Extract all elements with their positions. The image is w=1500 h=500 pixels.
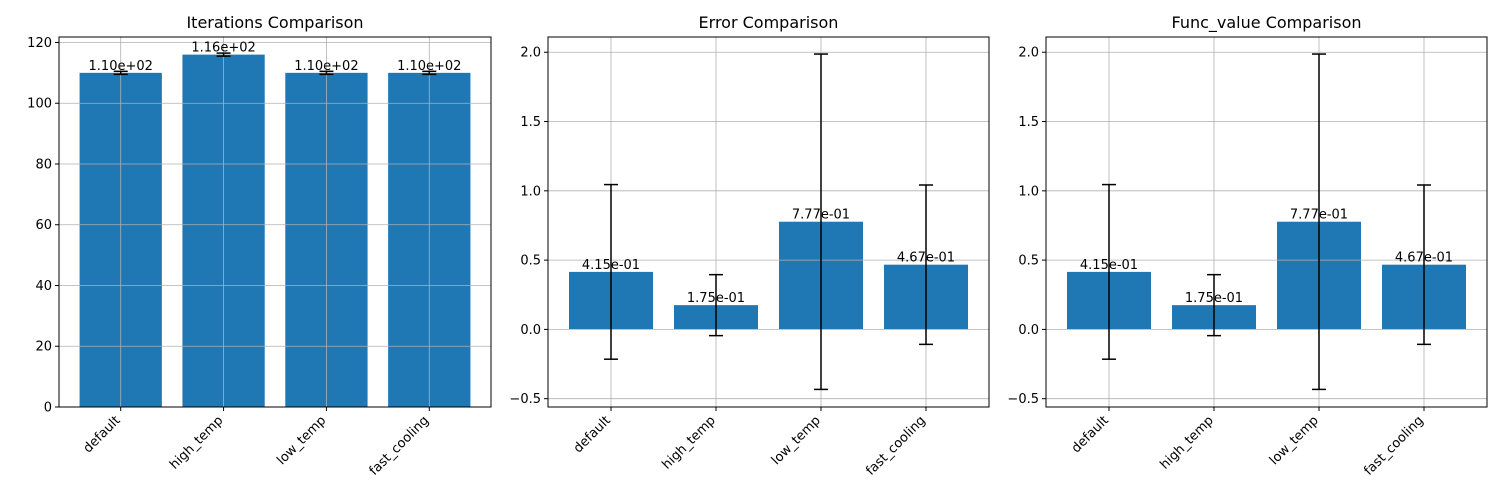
y-tick-label: 20	[35, 340, 52, 355]
y-tick-label: 0.0	[520, 323, 541, 338]
chart-title: Error Comparison	[699, 13, 839, 32]
x-tick-label: low_temp	[769, 413, 824, 468]
data-label: 7.77e-01	[1290, 208, 1348, 223]
data-label: 4.67e-01	[897, 251, 955, 266]
chart-panel-3: 4.15e-01 1.75e-01 7.77e-01 4.67e-01 −0.5 0.0 0…	[1007, 13, 1488, 479]
errorbar-high_temp	[1207, 273, 1221, 337]
chart-title: Func_value Comparison	[1172, 13, 1362, 33]
data-label: 1.16e+02	[191, 41, 255, 56]
x-tick-label: default	[1069, 413, 1112, 456]
y-tick-label: 0.0	[1018, 323, 1039, 338]
x-tick-label: high_temp	[167, 413, 226, 472]
errorbar-default	[113, 70, 128, 76]
chart-panel-1: 1.10e+02 1.16e+02 1.10e+02 1.10e+02 0 20 40 60 8…	[27, 13, 492, 479]
x-tick-label: high_temp	[1158, 413, 1217, 472]
data-label: 7.77e-01	[792, 208, 850, 223]
y-tick-label: 40	[35, 279, 52, 294]
x-tick-label: high_temp	[660, 413, 719, 472]
y-tick-label: 100	[27, 97, 52, 112]
x-tick-label: low_temp	[1267, 413, 1322, 468]
y-tick-label: 1.5	[1018, 115, 1039, 130]
data-label: 1.10e+02	[294, 59, 358, 74]
data-label: 1.10e+02	[397, 59, 461, 74]
x-tick-label: default	[571, 413, 614, 456]
errorbar-high_temp	[709, 273, 723, 337]
errorbar-fast_cooling	[919, 184, 933, 346]
errorbar-low_temp	[814, 53, 828, 391]
y-tick-label: 2.0	[520, 46, 541, 61]
y-tick-label: 1.0	[520, 184, 541, 199]
y-tick-label: 60	[35, 218, 52, 233]
x-tick-label: low_temp	[274, 413, 329, 468]
x-tick-label: fast_cooling	[367, 413, 433, 479]
data-label: 4.67e-01	[1395, 251, 1453, 266]
errorbar-fast_cooling	[422, 70, 437, 76]
x-tick-label: default	[81, 413, 124, 456]
chart-panel-2: 4.15e-01 1.75e-01 7.77e-01 4.67e-01 −0.5 0.0 0…	[509, 13, 990, 479]
data-label: 1.75e-01	[687, 291, 745, 306]
y-tick-label: 0	[44, 401, 52, 416]
errorbar-low_temp	[1312, 53, 1326, 391]
x-tick-label: fast_cooling	[1361, 413, 1427, 479]
errorbar-high_temp	[216, 52, 231, 57]
y-tick-label: −0.5	[1007, 392, 1039, 407]
data-label: 4.15e-01	[582, 258, 640, 273]
errorbar-low_temp	[319, 70, 334, 76]
y-tick-label: −0.5	[509, 392, 541, 407]
data-label: 1.75e-01	[1185, 291, 1243, 306]
y-tick-label: 120	[27, 36, 52, 51]
errorbar-default	[1102, 183, 1116, 360]
y-tick-label: 0.5	[1018, 254, 1039, 269]
y-tick-label: 80	[35, 157, 52, 172]
y-tick-label: 1.5	[520, 115, 541, 130]
axes-frame	[1045, 36, 1488, 408]
x-tick-label: fast_cooling	[863, 413, 929, 479]
y-tick-label: 1.0	[1018, 184, 1039, 199]
y-tick-label: 2.0	[1018, 46, 1039, 61]
y-tick-label: 0.5	[520, 254, 541, 269]
data-label: 4.15e-01	[1080, 258, 1138, 273]
errorbar-fast_cooling	[1417, 184, 1431, 346]
axes-frame	[547, 36, 990, 408]
data-label: 1.10e+02	[89, 59, 153, 74]
axes-frame	[58, 36, 492, 408]
errorbar-default	[604, 183, 618, 360]
chart-title: Iterations Comparison	[186, 13, 363, 32]
